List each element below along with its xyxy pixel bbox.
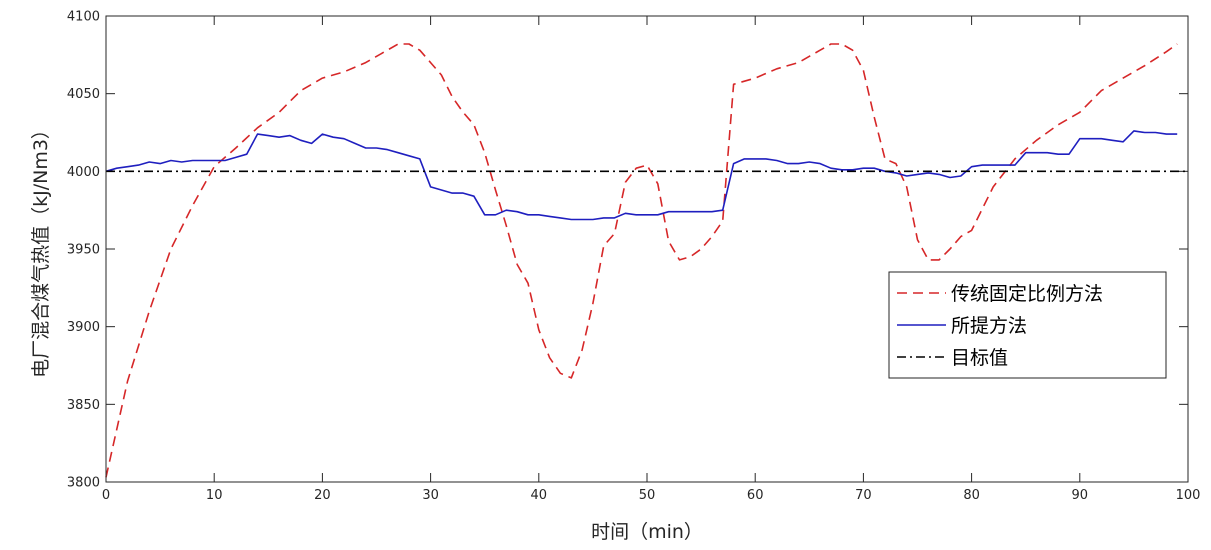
y-axis-title: 电厂混合煤气热值（kJ/Nm3）	[30, 120, 52, 378]
series-line-0	[105, 43, 1178, 478]
y-tick-label-4: 4000	[67, 165, 100, 180]
series-layer	[105, 43, 1188, 478]
x-tick-label-10: 100	[1176, 488, 1201, 503]
x-tick-label-2: 20	[314, 488, 331, 503]
plot-frame	[105, 15, 1189, 483]
series-line-1	[105, 130, 1178, 221]
y-tick-label-2: 3900	[67, 320, 100, 335]
legend-label-1: 所提方法	[951, 315, 1027, 337]
y-tick-label-5: 4050	[67, 87, 100, 102]
x-tick-label-0: 0	[102, 488, 110, 503]
x-tick-label-8: 80	[963, 488, 980, 503]
x-tick-label-3: 30	[422, 488, 439, 503]
legend-label-0: 传统固定比例方法	[951, 283, 1103, 305]
plot-area	[106, 16, 1188, 482]
x-tick-label-1: 10	[206, 488, 223, 503]
y-tick-label-3: 3950	[67, 243, 100, 258]
x-tick-label-5: 50	[639, 488, 656, 503]
legend-label-2: 目标值	[951, 347, 1008, 369]
axis-tick-labels: 0 10 20 30 40 50 60 70 80 90 100380038503900395040…	[67, 10, 1201, 504]
x-tick-label-7: 70	[855, 488, 872, 503]
x-axis-title: 时间（min）	[591, 521, 703, 543]
y-tick-label-0: 3800	[67, 476, 100, 491]
x-tick-label-6: 60	[747, 488, 764, 503]
y-tick-label-1: 3850	[67, 398, 100, 413]
y-tick-label-6: 4100	[67, 10, 100, 25]
x-tick-label-9: 90	[1072, 488, 1089, 503]
x-tick-label-4: 40	[531, 488, 548, 503]
